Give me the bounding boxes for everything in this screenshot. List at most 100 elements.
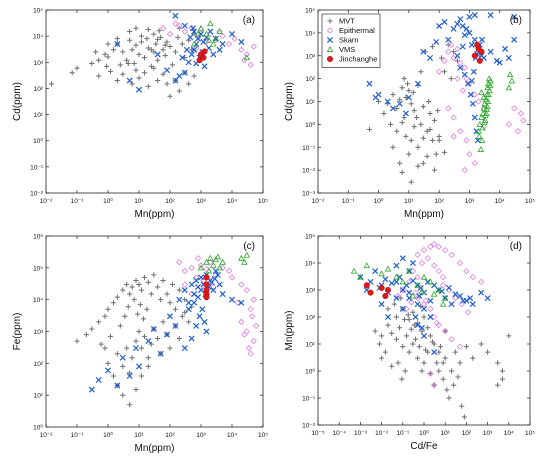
point-mvt [436, 349, 442, 355]
point-mvt [421, 314, 427, 320]
point-epithermal [193, 44, 200, 52]
point-skarn [427, 297, 434, 304]
legend-marker-skarn [326, 36, 334, 44]
point-jinchanghe [384, 287, 391, 294]
point-mvt [103, 63, 110, 69]
point-epithermal [166, 30, 174, 38]
point-jinchanghe [363, 282, 370, 289]
point-mvt [506, 333, 512, 339]
point-epithermal [247, 61, 254, 68]
panel-d: 10⁻⁵ 10⁻⁴ 10⁻³ 10⁻² 10⁻¹ 10⁰ 10¹ 10² 10³ 10⁴ 10⁵ 10… [284, 234, 535, 453]
point-epithermal [243, 286, 250, 294]
y-tick-label: 10⁰ [305, 121, 315, 129]
point-epithermal [245, 344, 253, 352]
point-mvt [133, 386, 139, 393]
point-mvt [186, 81, 192, 87]
point-mvt [105, 306, 111, 312]
point-mvt [397, 160, 403, 166]
point-skarn [478, 36, 486, 43]
point-mvt [451, 382, 457, 388]
point-vms [212, 256, 220, 263]
point-mvt [442, 328, 448, 334]
point-epithermal [510, 105, 518, 112]
point-epithermal [445, 48, 452, 55]
x-tick-label: 10¹ [134, 198, 144, 205]
point-mvt [395, 360, 401, 366]
point-skarn [188, 335, 195, 342]
x-tick-label: 10⁻² [40, 198, 54, 205]
panel-a: 10⁻² 10⁻¹ 10⁰ 10¹ 10² 10³ 10⁴ 10⁵ 10⁻² 10⁻¹ 10⁰ 10¹… [12, 8, 268, 221]
point-mvt [402, 368, 408, 374]
point-mvt [448, 76, 454, 82]
point-mvt [129, 81, 135, 87]
point-mvt [436, 368, 442, 374]
point-skarn [185, 299, 192, 306]
point-skarn [193, 277, 200, 284]
point-mvt [427, 126, 433, 133]
point-skarn [393, 295, 400, 302]
point-epithermal [445, 105, 452, 112]
point-skarn [466, 29, 473, 36]
point-vms [219, 258, 226, 265]
x-axis-title: Cd/Fe [410, 441, 438, 452]
point-mvt [158, 34, 164, 40]
point-mvt [164, 81, 170, 87]
point-epithermal [433, 319, 440, 327]
point-mvt [455, 374, 461, 380]
point-skarn [95, 376, 102, 384]
point-mvt [452, 349, 458, 355]
point-skarn [214, 271, 221, 278]
point-mvt [399, 169, 405, 175]
point-mvt [415, 144, 421, 150]
point-mvt [438, 55, 445, 61]
point-skarn [427, 54, 434, 61]
point-skarn [393, 262, 400, 269]
point-epithermal [394, 292, 402, 300]
x-tick-label: 10² [165, 432, 175, 439]
point-skarn [132, 345, 140, 352]
point-mvt [136, 281, 142, 288]
point-skarn [179, 54, 186, 61]
point-skarn [163, 331, 171, 338]
point-skarn [238, 38, 245, 45]
point-epithermal [250, 43, 257, 50]
point-mvt [105, 54, 111, 60]
y-tick-label: 10⁻¹ [302, 145, 316, 152]
point-mvt [155, 36, 161, 43]
point-mvt [390, 92, 396, 98]
y-tick-label: 10⁶ [33, 234, 43, 241]
point-mvt [401, 76, 407, 82]
point-epithermal [219, 32, 226, 40]
point-mvt [411, 322, 417, 328]
point-mvt [366, 126, 373, 133]
point-vms [384, 265, 392, 272]
point-skarn [450, 25, 457, 32]
y-tick-label: 10¹ [306, 342, 316, 349]
point-skarn [470, 68, 477, 75]
point-skarn [452, 291, 459, 298]
point-mvt [440, 376, 446, 382]
point-skarn [187, 34, 194, 41]
point-epithermal [454, 45, 461, 53]
point-epithermal [435, 68, 443, 75]
point-vms [478, 88, 485, 95]
point-mvt [89, 60, 95, 67]
point-epithermal [450, 133, 457, 140]
point-epithermal [247, 306, 254, 313]
point-epithermal [478, 278, 485, 286]
point-skarn [150, 325, 157, 333]
point-jinchanghe [367, 289, 374, 296]
point-vms [243, 54, 251, 61]
x-tick-label: 10² [434, 198, 444, 205]
point-epithermal [456, 259, 464, 267]
y-axis-title: Mn(ppm) [284, 310, 295, 350]
point-mvt [403, 94, 409, 101]
point-skarn [211, 275, 218, 282]
point-vms [439, 300, 447, 307]
point-vms [441, 294, 449, 301]
point-skarn [420, 48, 427, 55]
point-mvt [145, 26, 151, 33]
point-mvt [127, 370, 133, 376]
point-vms [405, 267, 413, 274]
point-mvt [107, 333, 114, 340]
